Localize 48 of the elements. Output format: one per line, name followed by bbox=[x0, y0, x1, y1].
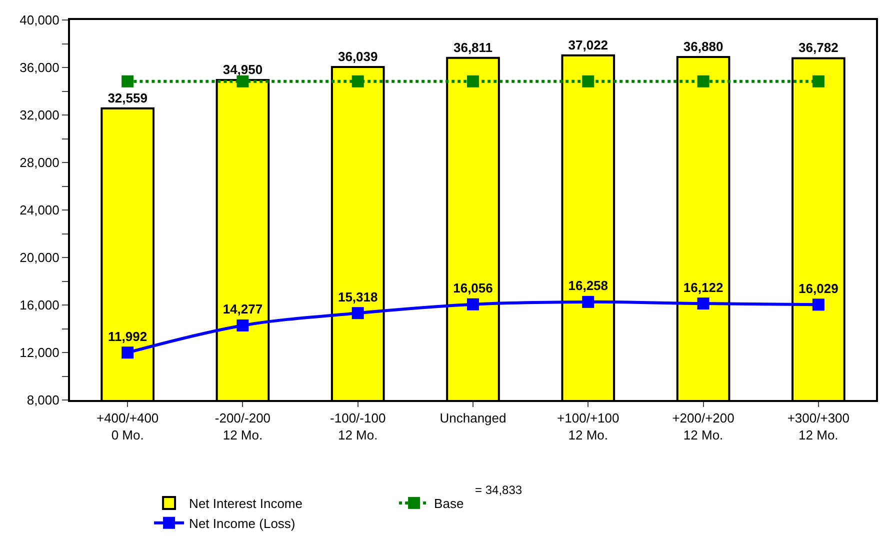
data-label: 36,811 bbox=[453, 40, 493, 55]
text: = 34,833 bbox=[475, 483, 522, 497]
y-tick-label: 36,000 bbox=[20, 60, 60, 76]
data-label: 36,782 bbox=[798, 40, 838, 56]
point bbox=[236, 319, 249, 332]
data-label: 14,277 bbox=[222, 302, 263, 317]
y-tick-label: 16,000 bbox=[20, 298, 60, 313]
point bbox=[122, 346, 134, 359]
y-tick-label: 20,000 bbox=[20, 250, 60, 266]
point bbox=[697, 75, 710, 88]
y-tick-label: 40,000 bbox=[20, 12, 60, 28]
y-tick-label: 32,000 bbox=[20, 108, 60, 123]
legend-label: Base bbox=[434, 496, 464, 512]
point bbox=[467, 298, 479, 310]
x-tick-label: +400/+400 0 Mo. bbox=[96, 410, 159, 442]
data-label: 16,056 bbox=[453, 280, 493, 296]
point bbox=[582, 296, 594, 308]
y-tick-label: 28,000 bbox=[20, 155, 60, 170]
point bbox=[582, 75, 594, 88]
point bbox=[812, 75, 824, 88]
data-label: 36,880 bbox=[683, 39, 724, 54]
x-tick-label: -200/-200 12 Mo. bbox=[214, 410, 271, 442]
data-label: 16,029 bbox=[798, 280, 838, 296]
legend-label: Net Interest Income bbox=[189, 496, 303, 512]
x-tick-label: +100/+100 12 Mo. bbox=[557, 410, 620, 442]
point bbox=[467, 75, 479, 88]
legend-label: Net Income (Loss) bbox=[189, 516, 296, 531]
point bbox=[122, 75, 134, 88]
data-label: 34,950 bbox=[222, 62, 263, 77]
data-label: 11,992 bbox=[108, 328, 148, 344]
y-tick-label: 12,000 bbox=[20, 345, 60, 360]
point bbox=[812, 298, 824, 311]
point bbox=[236, 75, 249, 88]
data-label: 36,039 bbox=[338, 49, 378, 64]
point bbox=[352, 75, 364, 88]
y-tick-label: 8,000 bbox=[26, 392, 60, 408]
data-label: 16,122 bbox=[683, 280, 724, 295]
data-label: 32,559 bbox=[108, 90, 148, 106]
data-label: 16,258 bbox=[568, 278, 608, 294]
data-label: 15,318 bbox=[338, 289, 378, 304]
point bbox=[697, 298, 710, 310]
point bbox=[352, 307, 364, 320]
x-tick-label: Unchanged bbox=[440, 410, 506, 426]
x-tick-label: -100/-100 12 Mo. bbox=[330, 410, 386, 442]
data-label: 37,022 bbox=[568, 37, 608, 52]
y-tick-label: 24,000 bbox=[20, 202, 60, 218]
x-tick-label: +300/+300 12 Mo. bbox=[787, 410, 850, 442]
x-tick-label: +200/+200 12 Mo. bbox=[672, 410, 734, 442]
